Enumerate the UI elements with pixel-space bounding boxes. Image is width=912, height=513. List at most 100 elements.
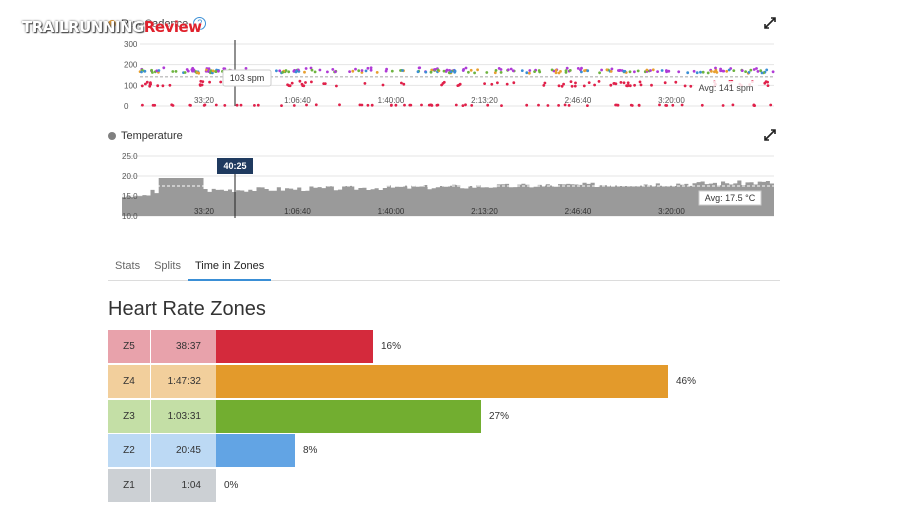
temperature-avg-label: Avg: 17.5 °C [705,193,756,203]
zone-percent: 16% [381,341,402,352]
cadence-point [239,103,243,107]
cadence-point [660,69,664,72]
cadence-point [759,69,763,73]
zone-bar-track: 16% [216,330,788,363]
cadence-point [145,80,149,84]
cadence-point [609,70,613,73]
temperature-x-tick: 2:13:20 [471,207,498,216]
temperature-chart[interactable]: 25.0 20.0 15.0 10.0 33:20 1:06:40 1:40:00 2:13:… [100,150,790,222]
tab-time-in-zones[interactable]: Time in Zones [187,252,272,281]
temperature-x-tick: 2:46:40 [565,207,592,216]
cadence-point [358,103,362,107]
cadence-point [206,70,210,73]
cadence-point [322,82,326,85]
cadence-point [155,69,159,73]
cadence-point [483,82,486,85]
cadence-point [348,70,351,73]
cadence-point [351,69,355,73]
cadence-point [593,83,596,87]
cadence-point [464,66,468,70]
cadence-point [744,70,747,73]
cadence-point [719,69,722,73]
cadence-point [586,104,589,107]
help-icon[interactable]: ? [193,17,207,30]
cadence-point [613,82,616,85]
cadence-point [214,70,218,73]
cadence-point [370,103,374,107]
zone-row-z4: Z4 1:47:32 46% [108,364,788,398]
cadence-point [375,71,379,74]
cadence-point [664,104,668,107]
tab-splits[interactable]: Splits [154,260,181,272]
cadence-point [677,70,681,74]
cadence-point [695,71,699,75]
zone-time: 1:03:31 [151,399,216,433]
cadence-point [650,83,653,87]
cadence-y-tick: 200 [124,61,138,70]
tab-stats[interactable]: Stats [115,260,141,272]
cadence-point [304,81,307,84]
cadence-point [360,71,364,74]
cadence-y-tick: 0 [124,102,129,111]
cadence-avg-label: Avg: 141 spm [699,83,754,93]
cadence-point [626,81,630,85]
temperature-legend-dot [108,132,116,140]
cadence-point [626,84,629,88]
cadence-point [171,70,175,73]
cadence-point [401,69,404,72]
cadence-chart[interactable]: 300 200 100 0 33:20 1:06:40 1:40:00 2:13:20 2:46… [100,36,790,112]
cadence-point [511,69,515,73]
expand-icon[interactable] [764,129,776,141]
logo-part1: TRAILRUNNING [22,18,144,36]
cadence-point [497,67,501,70]
trailrunning-review-logo: TRAILRUNNINGReview [22,18,202,36]
cadence-point [651,68,655,72]
cadence-point [731,103,735,107]
cadence-point [384,69,388,73]
cadence-point [582,84,586,88]
cadence-point [598,71,601,75]
cadence-point [622,81,626,85]
cadence-point [740,69,744,72]
cadence-point [334,70,337,74]
cadence-point [674,80,678,84]
cadence-point [570,84,574,88]
cadence-point [473,71,476,75]
cadence-point [600,68,603,72]
cadence-point [706,71,710,75]
cadence-tooltip-box [222,69,272,87]
cadence-point [156,84,160,88]
cadence-point [430,68,434,72]
cadence-point [454,103,458,107]
cadence-point [554,71,558,75]
cadence-point [357,69,361,73]
cadence-point [214,103,218,107]
cadence-point [364,69,368,73]
cadence-point [597,80,601,83]
cadence-point [278,69,282,73]
expand-icon[interactable] [764,17,776,29]
cadence-point [506,68,510,72]
cadence-point [360,103,364,107]
cadence-point [151,103,155,107]
cadence-point [420,103,423,107]
cadence-point [699,70,702,74]
cadence-point [280,104,283,107]
cadence-point [161,84,165,88]
cadence-point [725,69,729,73]
cadence-tooltip: 103 spm [230,73,265,83]
cadence-point [288,84,292,88]
cadence-point [645,68,649,72]
cadence-point [701,70,705,74]
cadence-point [639,83,643,87]
temperature-cursor-label: 40:25 [223,161,246,171]
cadence-point [565,66,569,70]
cadence-point [658,103,661,107]
cadence-x-tick: 3:20:00 [658,96,685,105]
cadence-point [140,70,143,74]
temperature-y-tick: 10.0 [122,212,138,221]
cadence-point [201,80,205,83]
zone-bar-track: 27% [216,399,788,433]
cadence-point [449,70,453,74]
cadence-point [559,70,562,73]
